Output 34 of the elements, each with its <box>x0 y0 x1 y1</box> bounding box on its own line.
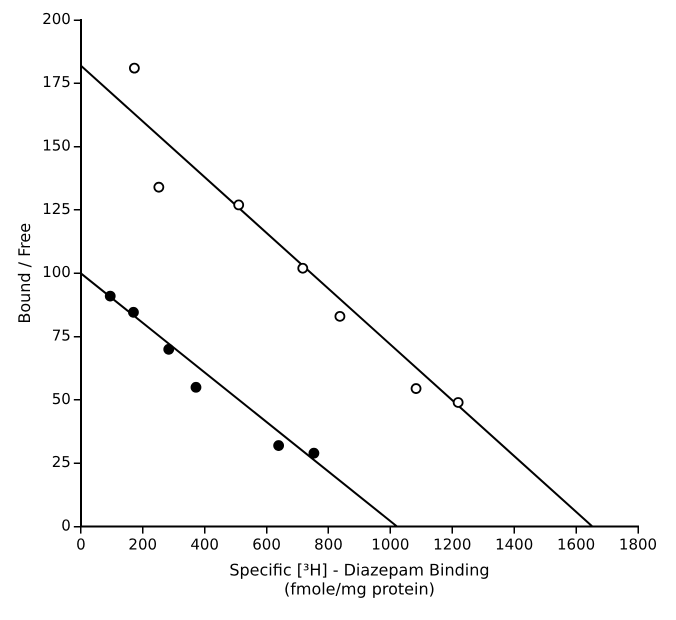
y-axis-title: Bound / Free <box>14 222 34 324</box>
x-tick-label: 1400 <box>495 535 534 554</box>
x-tick-label: 0 <box>76 535 86 554</box>
point <box>297 262 308 274</box>
point <box>452 397 464 408</box>
point <box>308 448 320 459</box>
y-tick-label: 175 <box>42 73 71 92</box>
point <box>190 382 202 393</box>
y-tick-label: 200 <box>42 10 71 28</box>
y-tick-label: 0 <box>61 516 71 534</box>
point <box>273 440 284 451</box>
x-tick-label: 1600 <box>557 535 596 554</box>
y-tick-label: 125 <box>42 200 71 218</box>
x-tick-label: 200 <box>128 535 158 554</box>
point <box>128 62 140 74</box>
point <box>128 306 139 318</box>
point <box>410 383 422 394</box>
x-tick-label: 800 <box>314 535 343 554</box>
point <box>163 344 174 355</box>
x-tick-label: 600 <box>252 535 281 554</box>
point <box>334 310 346 322</box>
x-tick-label: 400 <box>190 535 219 554</box>
point <box>153 182 164 193</box>
x-tick-label: 1000 <box>371 535 410 554</box>
x-axis-title: Specific [³H] - Diazepam Binding (fmole/mg protein) <box>229 560 490 599</box>
y-tick-label: 75 <box>52 326 71 345</box>
x-tick-label: 1200 <box>433 535 472 554</box>
y-tick-label: 50 <box>52 390 71 408</box>
y-tick-label: 150 <box>42 136 71 155</box>
point <box>233 200 244 210</box>
point <box>104 290 116 302</box>
y-tick-label: 100 <box>42 263 71 282</box>
x-tick-label: 1800 <box>618 535 658 554</box>
y-tick-label: 25 <box>52 453 71 472</box>
